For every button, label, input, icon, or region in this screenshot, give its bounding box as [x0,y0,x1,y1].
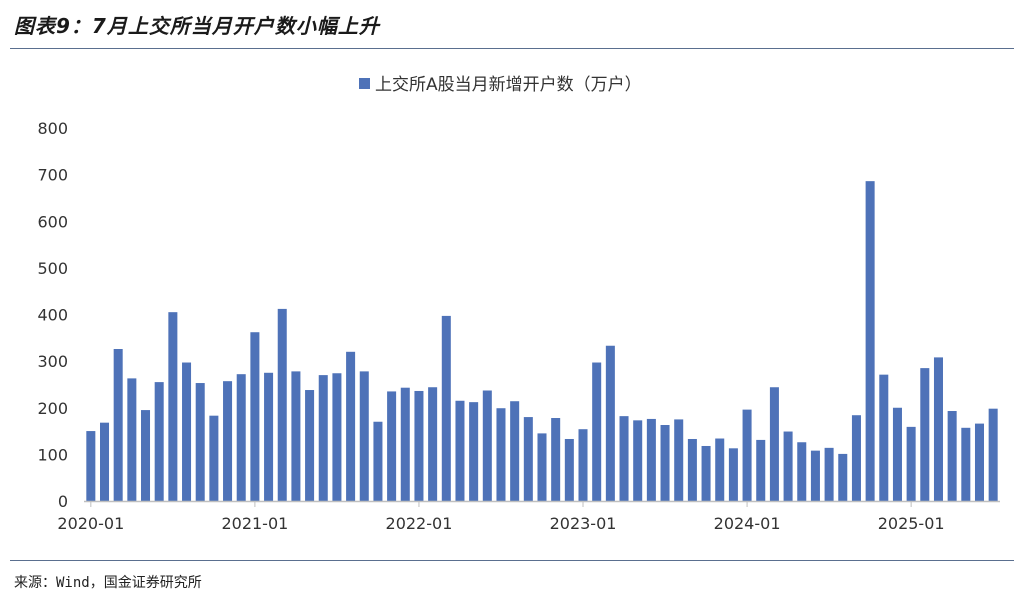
legend-swatch [359,78,370,89]
bar-2024-05 [797,442,807,501]
bar-2021-09 [359,371,369,501]
bar-2023-12 [728,448,738,501]
bar-2021-04 [291,371,301,501]
bar-2021-06 [318,375,328,501]
chart-legend: 上交所A股当月新增开户数（万户） [359,75,642,95]
bar-2025-04 [947,411,957,501]
y-tick-label: 100 [37,445,68,464]
bar-2021-01 [250,332,260,501]
bar-2020-12 [236,374,246,501]
bar-2020-08 [182,362,192,501]
bar-2022-06 [482,390,492,501]
source-note: 来源：Wind，国金证券研究所 [14,575,202,591]
bar-2023-05 [633,420,643,501]
bar-2024-04 [783,431,793,501]
bar-2024-08 [838,453,848,501]
bar-2022-08 [510,401,520,501]
bar-2023-06 [646,418,656,501]
bar-2020-03 [113,349,123,501]
bar-2022-01 [414,390,424,501]
bar-2021-02 [264,372,274,501]
bar-2023-02 [592,362,602,501]
x-tick-label: 2021-01 [221,514,288,533]
bar-2025-07 [988,408,998,501]
bar-2024-03 [769,387,779,501]
source-rule [10,560,1014,561]
bar-2021-12 [400,387,410,501]
bar-2024-11 [879,374,889,501]
bar-2022-07 [496,408,506,501]
bar-2023-07 [660,425,670,501]
y-tick-label: 700 [37,166,68,185]
y-tick-label: 200 [37,399,68,418]
y-tick-label: 400 [37,306,68,325]
bar-2021-07 [332,373,342,501]
figure-title: 图表9：7月上交所当月开户数小幅上升 [14,14,380,38]
title-rule [10,48,1014,49]
bar-2020-09 [195,383,205,501]
bar-2024-06 [810,450,820,501]
bar-2021-08 [346,351,356,501]
bar-2021-03 [277,308,287,501]
bar-2024-10 [865,181,875,501]
bar-2025-06 [974,423,984,501]
bar-2023-04 [619,416,629,501]
bar-2024-02 [756,439,766,501]
bar-2021-11 [387,391,397,501]
bar-2020-02 [100,422,110,501]
legend-label: 上交所A股当月新增开户数（万户） [375,75,642,95]
bar-2020-07 [168,312,178,501]
bar-2024-12 [892,407,902,501]
x-tick-label: 2022-01 [386,514,453,533]
bar-series [86,181,998,501]
bar-2024-07 [824,447,834,501]
bar-2023-01 [578,429,588,501]
bar-2020-04 [127,378,137,501]
x-tick-label: 2024-01 [714,514,781,533]
bar-2022-11 [551,418,561,501]
bar-2023-09 [687,438,697,501]
bar-2020-06 [154,382,164,501]
bar-chart: 上交所A股当月新增开户数（万户） 0 100 200 300 400 500 600 700 8… [37,75,1000,533]
y-tick-label: 0 [58,492,68,511]
bar-2020-05 [141,410,151,501]
bar-2022-12 [564,438,574,501]
bar-2022-03 [441,315,451,501]
bar-2022-02 [428,387,438,501]
bar-2022-04 [455,400,465,501]
y-tick-label: 600 [37,212,68,231]
y-axis: 0 100 200 300 400 500 600 700 800 [37,119,68,511]
bar-2020-11 [223,381,233,501]
bar-2021-05 [305,390,315,501]
x-tick-label: 2023-01 [550,514,617,533]
bar-2020-10 [209,415,219,501]
y-tick-label: 800 [37,119,68,138]
bar-2021-10 [373,421,383,501]
bar-2025-03 [933,357,943,501]
bar-2022-10 [537,433,547,501]
bar-2022-09 [523,417,533,501]
y-tick-label: 500 [37,259,68,278]
bar-2023-11 [715,438,725,501]
bar-2025-05 [961,427,971,501]
bar-2024-09 [851,415,861,501]
bar-2023-03 [605,345,615,501]
x-tick-label: 2025-01 [878,514,945,533]
x-axis: 2020-01 2021-01 2022-01 2023-01 2024-01 2025-… [57,501,945,533]
bar-2022-05 [469,402,479,501]
bar-2024-01 [742,409,752,501]
bar-2023-10 [701,445,711,501]
bar-2025-02 [920,368,930,501]
bar-2023-08 [674,419,684,501]
bar-2025-01 [906,426,916,501]
y-tick-label: 300 [37,352,68,371]
bar-2020-01 [86,431,96,501]
x-tick-label: 2020-01 [57,514,124,533]
